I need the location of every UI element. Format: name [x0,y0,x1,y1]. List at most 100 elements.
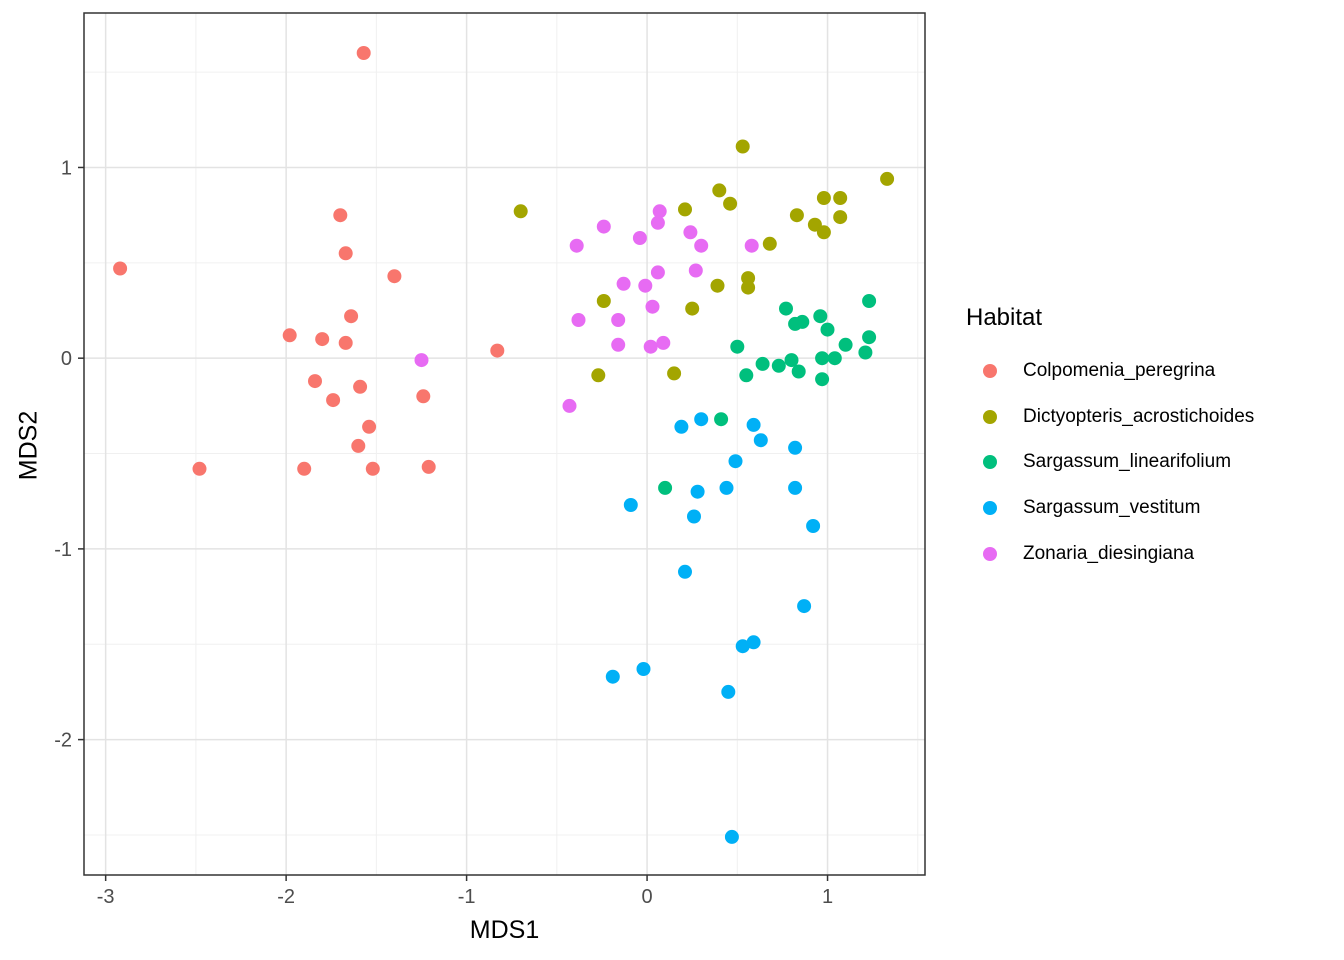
data-point [797,599,812,614]
data-point [490,343,505,358]
data-point [569,238,584,253]
data-points [113,46,895,844]
data-point [656,335,671,350]
data-point [623,498,638,512]
legend-item-label: Zonaria_diesingiana [1023,542,1195,564]
data-point [735,639,750,654]
data-point [605,669,620,684]
data-point [858,345,873,360]
data-point [351,438,366,453]
data-point [788,440,803,455]
legend-item-label: Dictyopteris_acrostichoides [1023,405,1255,427]
legend-key-dot [983,409,997,424]
legend-item-Dictyopteris_acrostichoides: Dictyopteris_acrostichoides [966,394,1254,440]
data-point [784,353,799,368]
panel-background [84,13,925,875]
data-point [694,238,709,253]
data-point [744,238,759,253]
data-point [788,316,803,331]
data-point [710,278,725,293]
series-Zonaria_diesingiana [414,204,759,413]
data-point [315,332,330,347]
data-point [721,684,736,699]
data-point [746,417,761,432]
data-point [652,204,667,219]
series-Sargassum_vestitum [605,412,821,844]
legend-key-dot [983,455,997,470]
data-point [694,412,709,427]
data-point [596,294,611,308]
data-point [356,46,371,60]
y-tick-label: 0 [61,348,72,370]
data-point [678,202,692,217]
data-point [192,461,207,476]
data-point [753,433,768,448]
panel-border [83,12,926,876]
data-point [416,389,431,404]
data-point [632,231,647,245]
data-point [421,459,436,474]
data-point [562,398,577,413]
legend-item-Colpomenia_peregrina: Colpomenia_peregrina [966,348,1254,394]
data-point [815,372,830,387]
data-point [650,265,665,280]
data-point [816,191,831,205]
data-point [739,368,754,383]
data-point [513,204,528,219]
data-point [690,484,705,499]
data-point [282,328,297,343]
data-point [387,269,402,284]
data-point [362,419,377,434]
data-point [678,564,692,579]
data-point [688,263,703,278]
data-point [353,379,368,394]
legend-key-dot [983,500,997,515]
legend-key-dot [983,546,997,561]
data-point [414,353,429,368]
data-point [571,313,586,327]
legend-item-Sargassum_linearifolium: Sargassum_linearifolium [966,439,1254,485]
data-point [880,171,895,186]
data-point [762,236,777,251]
data-point [685,301,700,316]
y-tick-label: 1 [61,157,72,179]
minor-gridlines [84,13,925,875]
data-point [791,364,806,379]
data-point [741,280,756,295]
data-point [833,210,848,225]
data-point [789,208,804,223]
series-Sargassum_linearifolium [658,294,877,495]
data-point [746,635,761,650]
x-tick-label: -1 [458,886,476,908]
data-point [820,322,835,337]
data-point [755,356,770,371]
data-point [687,509,701,524]
major-gridlines [84,13,925,875]
series-Colpomenia_peregrina [113,46,505,476]
data-point [638,278,653,293]
data-point [862,294,877,308]
axis-ticks [78,166,829,881]
data-point [788,480,803,495]
data-point [636,662,651,676]
data-point [728,454,743,469]
data-point [724,829,739,844]
data-point [683,225,698,240]
data-point [813,309,828,324]
data-point [779,301,793,316]
data-point [645,299,660,314]
data-point [667,366,682,381]
x-tick-label: -2 [277,886,295,908]
legend-item-Zonaria_diesingiana: Zonaria_diesingiana [966,531,1254,577]
data-point [344,309,359,324]
data-point [838,337,853,352]
legend-key-dot [983,363,997,378]
x-tick-label: -3 [97,886,115,908]
data-point [365,461,380,476]
data-point [806,519,821,533]
data-point [719,480,734,495]
data-point [616,276,631,291]
legend-items: Colpomenia_peregrina Dictyopteris_acrosti… [966,348,1254,576]
y-tick-label: -1 [54,539,72,561]
